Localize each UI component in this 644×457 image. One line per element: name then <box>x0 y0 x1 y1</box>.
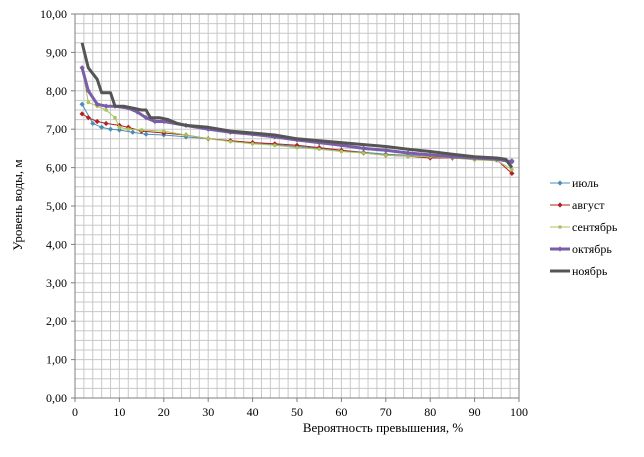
data-point <box>86 100 91 105</box>
data-point <box>509 159 515 165</box>
y-tick-label: 8,00 <box>46 84 67 98</box>
data-point <box>317 147 322 151</box>
legend-label: сентябрь <box>572 220 618 234</box>
data-point <box>557 202 563 208</box>
x-tick-label: 90 <box>469 405 481 419</box>
data-point <box>85 115 91 121</box>
legend-item: октябрь <box>550 242 612 256</box>
data-point <box>85 88 91 94</box>
data-point <box>361 151 366 155</box>
data-point <box>184 133 188 137</box>
data-point <box>383 147 389 153</box>
y-tick-label: 3,00 <box>46 276 67 290</box>
legend-label: ноябрь <box>572 264 608 278</box>
x-tick-label: 80 <box>424 405 436 419</box>
data-point <box>143 131 149 137</box>
data-point <box>427 152 433 158</box>
y-tick-label: 2,00 <box>46 314 67 328</box>
data-point <box>557 180 563 186</box>
data-point <box>162 129 166 133</box>
legend-label: август <box>572 198 605 212</box>
y-tick-label: 6,00 <box>46 161 67 175</box>
x-tick-label: 50 <box>291 405 303 419</box>
legend-item: август <box>550 198 605 212</box>
data-point <box>130 129 136 135</box>
legend-label: октябрь <box>572 242 612 256</box>
data-point <box>126 127 131 131</box>
data-point <box>405 150 411 156</box>
y-axis-ticks: 0,00 1,00 2,00 3,00 4,00 5,00 6,00 7,00 8,00 9,00… <box>40 7 75 405</box>
series-group <box>79 42 515 176</box>
data-point <box>338 142 344 148</box>
data-point <box>250 141 255 146</box>
y-tick-label: 10,00 <box>40 7 67 21</box>
x-tick-label: 70 <box>380 405 392 419</box>
y-axis-label: Уровень воды, м <box>10 159 25 250</box>
x-tick-label: 30 <box>202 405 214 419</box>
y-tick-label: 9,00 <box>46 45 67 59</box>
data-point <box>79 101 85 107</box>
x-tick-label: 10 <box>113 405 125 419</box>
data-point <box>79 65 85 71</box>
x-tick-label: 40 <box>247 405 259 419</box>
data-point <box>510 167 514 172</box>
data-point <box>449 154 455 160</box>
legend-item: июль <box>550 176 599 190</box>
series-ноябрь <box>80 42 514 169</box>
legend-item: сентябрь <box>550 220 618 234</box>
data-point <box>94 118 100 125</box>
x-tick-label: 60 <box>335 405 347 419</box>
data-point <box>139 128 144 132</box>
y-tick-label: 4,00 <box>46 237 67 251</box>
data-point <box>113 115 117 120</box>
y-tick-label: 5,00 <box>46 199 67 213</box>
data-point <box>90 120 96 127</box>
data-point <box>103 120 109 127</box>
data-point <box>384 153 388 158</box>
y-tick-label: 7,00 <box>46 122 67 136</box>
data-point <box>557 246 563 252</box>
data-point <box>117 125 122 130</box>
legend: июль август сентябрь октябрь ноябрь <box>550 176 618 278</box>
data-point <box>339 149 344 154</box>
y-tick-label: 1,00 <box>46 353 67 367</box>
data-point <box>103 103 109 109</box>
data-point <box>406 154 410 158</box>
gridlines <box>75 14 519 398</box>
series-line <box>80 42 514 169</box>
legend-item: ноябрь <box>550 264 608 278</box>
data-point <box>558 225 562 229</box>
data-point <box>94 101 100 107</box>
x-tick-label: 100 <box>510 405 528 419</box>
x-tick-label: 20 <box>158 405 170 419</box>
data-point <box>509 170 515 176</box>
x-axis-ticks: 0 10 20 30 40 50 60 70 80 90 100 <box>72 398 528 419</box>
data-point <box>228 139 233 144</box>
data-point <box>79 111 85 117</box>
data-point <box>361 145 367 151</box>
x-tick-label: 0 <box>72 405 78 419</box>
data-point <box>104 108 108 112</box>
data-point <box>107 126 114 132</box>
x-axis-label: Вероятность превышения, % <box>303 420 464 435</box>
data-point <box>99 124 105 130</box>
data-point <box>273 143 277 148</box>
legend-label: июль <box>572 176 599 190</box>
data-point <box>206 137 210 141</box>
y-tick-label: 0,00 <box>46 391 67 405</box>
data-point <box>295 145 299 150</box>
data-point <box>116 127 122 133</box>
data-point <box>143 115 149 121</box>
data-point <box>152 118 158 125</box>
